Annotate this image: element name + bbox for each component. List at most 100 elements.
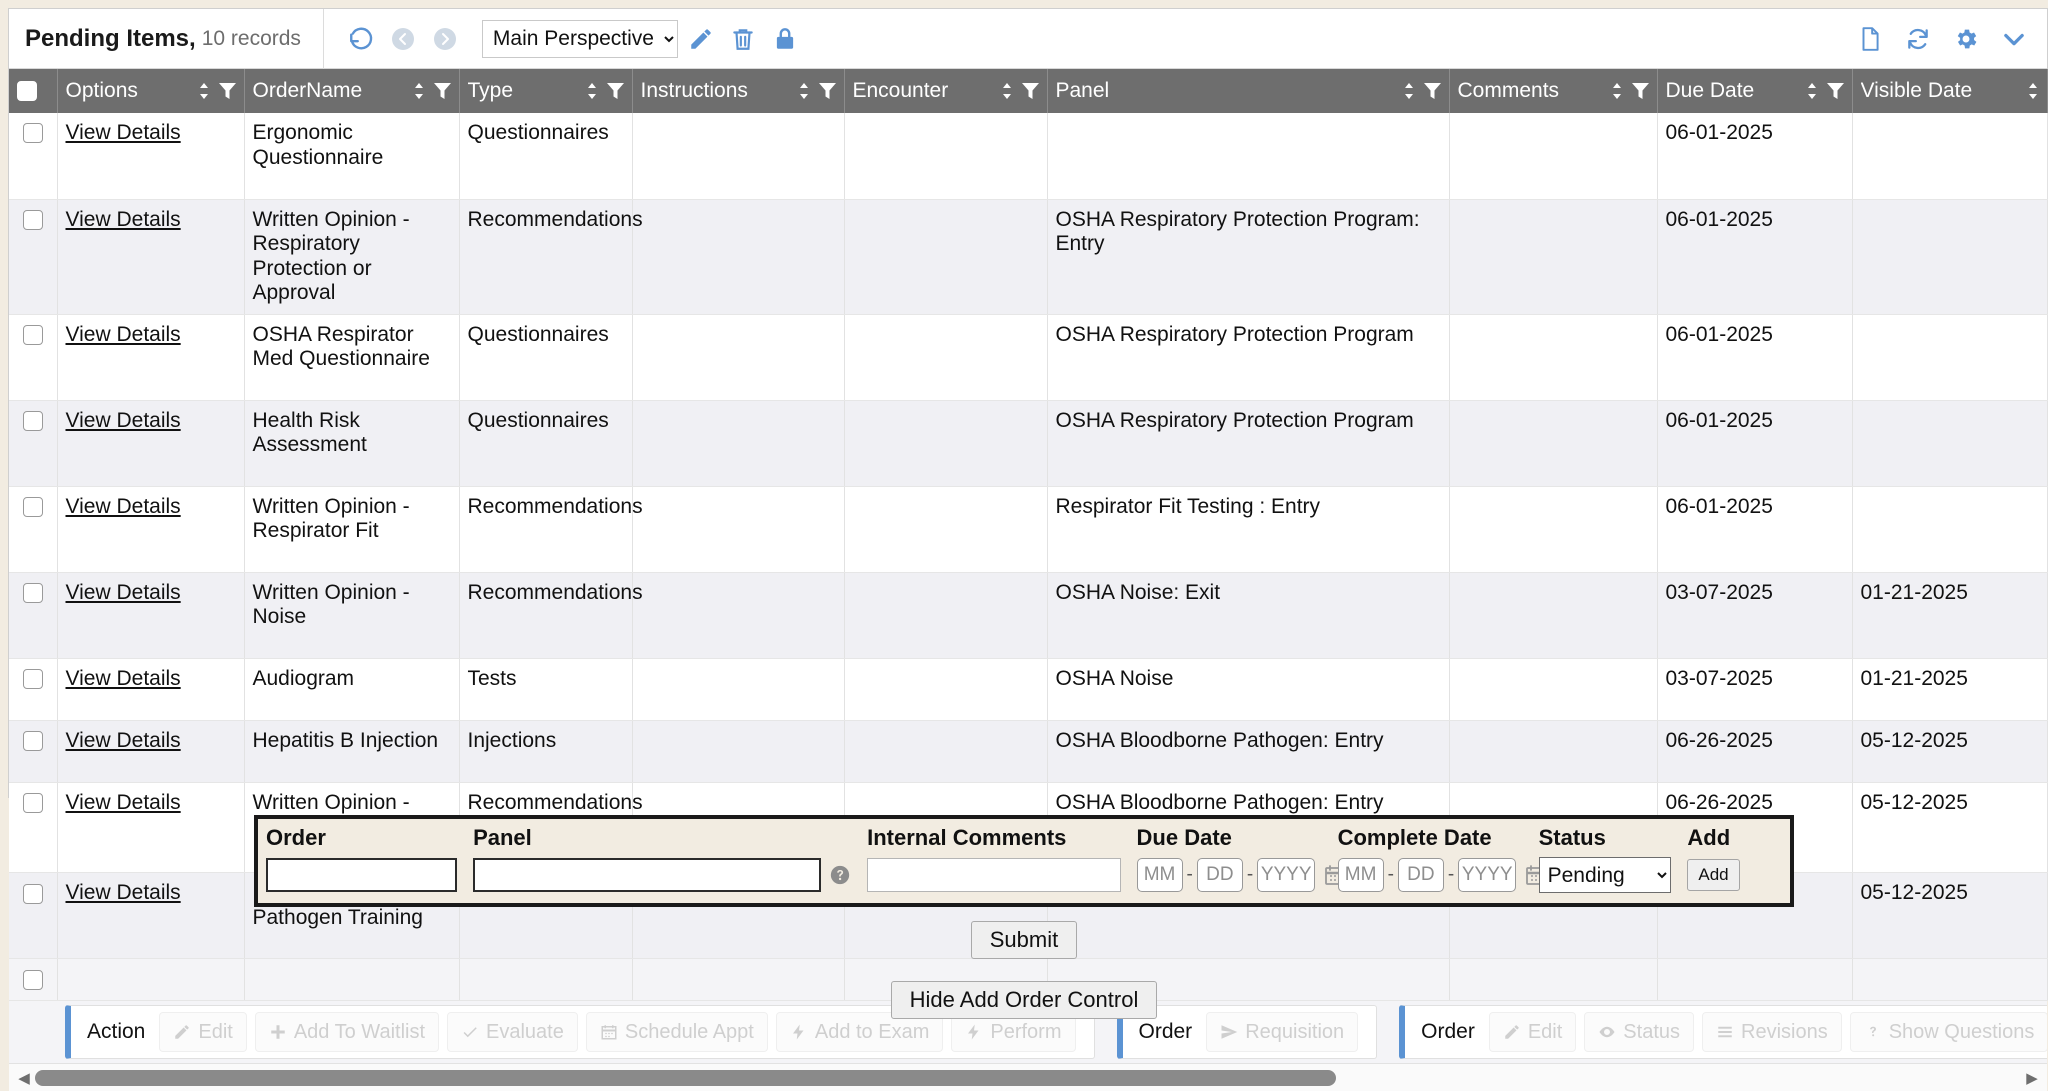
panel-cell [465,855,860,903]
table-row[interactable]: View Details Hepatitis B Injection Injecti… [9,720,2048,783]
view-details-link[interactable]: View Details [65,790,181,814]
previous-icon[interactable] [384,20,422,58]
complete-date-month-input[interactable] [1337,858,1384,892]
options-cell: View Details [57,572,245,659]
toolbar-right-group [1851,20,2047,58]
table-row[interactable]: View Details Ergonomic Questionnaire Quest… [9,113,2048,200]
row-checkbox[interactable] [22,325,43,346]
row-checkbox[interactable] [22,883,43,904]
table-row[interactable]: View Details Written Opinion - Respirator… [9,199,2048,315]
complete-date-day-input[interactable] [1397,858,1444,892]
row-checkbox[interactable] [22,793,43,814]
filter-icon[interactable] [1423,82,1441,100]
column-header-comments[interactable]: Comments [1449,69,1658,113]
column-header-options[interactable]: Options [57,69,245,113]
table-row[interactable]: View Details OSHA Respirator Med Question… [9,314,2048,401]
encounter-cell [844,572,1048,659]
row-checkbox[interactable] [22,411,43,432]
table-row[interactable]: View Details Written Opinion - Noise Recom… [9,572,2048,659]
sort-icon[interactable] [413,82,425,100]
column-header-due-date[interactable]: Due Date [1657,69,1853,113]
footer-cell [632,958,845,1002]
type-cell: Recommendations [459,486,643,573]
row-checkbox[interactable] [22,209,43,230]
pencil-icon[interactable] [682,20,720,58]
filter-icon[interactable] [218,82,236,100]
column-header-visible-date[interactable]: Visible Date [1852,69,2048,113]
order-name-cell: Audiogram [244,658,460,721]
lock-icon[interactable] [766,20,804,58]
table-row[interactable]: View Details Written Opinion - Respirator… [9,486,2048,573]
question-icon [1864,1023,1882,1041]
sort-icon[interactable] [1611,82,1623,100]
add-order-button[interactable]: Add [1687,859,1740,891]
row-checkbox[interactable] [22,497,43,518]
panel-input[interactable] [473,858,822,892]
row-checkbox[interactable] [22,669,43,690]
sort-icon[interactable] [198,82,210,100]
horizontal-scrollbar[interactable]: ◀ ▶ [9,1063,2047,1091]
view-details-link[interactable]: View Details [65,881,181,905]
sort-icon[interactable] [2027,82,2039,100]
filter-icon[interactable] [433,82,451,100]
sort-icon[interactable] [798,82,810,100]
sort-icon[interactable] [1001,82,1013,100]
scroll-right-arrow[interactable]: ▶ [2026,1069,2038,1087]
filter-icon[interactable] [1021,82,1039,100]
column-header-type[interactable]: Type [459,69,633,113]
view-details-link[interactable]: View Details [65,728,181,752]
view-details-link[interactable]: View Details [65,322,181,346]
document-icon[interactable] [1851,20,1889,58]
complete-date-year-input[interactable] [1458,858,1517,892]
visible-date-cell [1852,199,2048,315]
sort-icon[interactable] [1806,82,1818,100]
filter-icon[interactable] [1826,82,1844,100]
view-details-link[interactable]: View Details [65,494,181,518]
row-checkbox[interactable] [22,583,43,604]
scrollbar-thumb[interactable] [35,1069,1336,1086]
chevron-down-icon[interactable] [1995,20,2033,58]
order-name-cell: Written Opinion - Respirator Fit [244,486,460,573]
refresh-icon[interactable] [1899,20,1937,58]
order-input[interactable] [266,858,458,892]
view-details-link[interactable]: View Details [65,121,181,144]
gear-icon[interactable] [1947,20,1985,58]
table-row[interactable]: View Details Health Risk Assessment Questi… [9,400,2048,487]
footer-checkbox[interactable] [22,969,43,990]
select-all-header [9,69,58,113]
column-header-encounter[interactable]: Encounter [844,69,1048,113]
sort-icon[interactable] [1403,82,1415,100]
internal-comments-input[interactable] [867,858,1121,892]
row-checkbox[interactable] [22,123,43,144]
view-details-link[interactable]: View Details [65,207,181,231]
hide-add-order-control-button[interactable]: Hide Add Order Control [890,981,1158,1019]
due-date-month-input[interactable] [1136,858,1183,892]
column-header-panel[interactable]: Panel [1047,69,1450,113]
column-header-instructions[interactable]: Instructions [632,69,845,113]
due-date-cell: - - [1128,855,1346,903]
sort-icon[interactable] [586,82,598,100]
view-details-link[interactable]: View Details [65,666,181,690]
filter-icon[interactable] [1631,82,1649,100]
undo-icon[interactable] [342,20,380,58]
scroll-left-arrow[interactable]: ◀ [18,1069,30,1087]
pencil-icon [173,1023,191,1041]
view-details-link[interactable]: View Details [65,580,181,604]
due-date-day-input[interactable] [1196,858,1243,892]
select-all-checkbox[interactable] [17,81,37,102]
table-row[interactable]: View Details Audiogram Tests OSHA Noise 03-0… [9,658,2048,721]
perspective-select[interactable]: Main Perspective [481,19,678,58]
status-select[interactable]: Pending [1538,857,1671,893]
filter-icon[interactable] [818,82,836,100]
row-checkbox[interactable] [22,731,43,752]
due-date-year-input[interactable] [1257,858,1316,892]
trash-icon[interactable] [724,20,762,58]
scrollbar-track[interactable] [35,1069,2021,1086]
encounter-cell [844,199,1048,315]
next-icon[interactable] [426,20,464,58]
column-header-ordername[interactable]: OrderName [244,69,460,113]
view-details-link[interactable]: View Details [65,408,181,432]
question-circle-icon[interactable] [829,864,851,886]
submit-button[interactable]: Submit [970,921,1078,959]
filter-icon[interactable] [606,82,624,100]
